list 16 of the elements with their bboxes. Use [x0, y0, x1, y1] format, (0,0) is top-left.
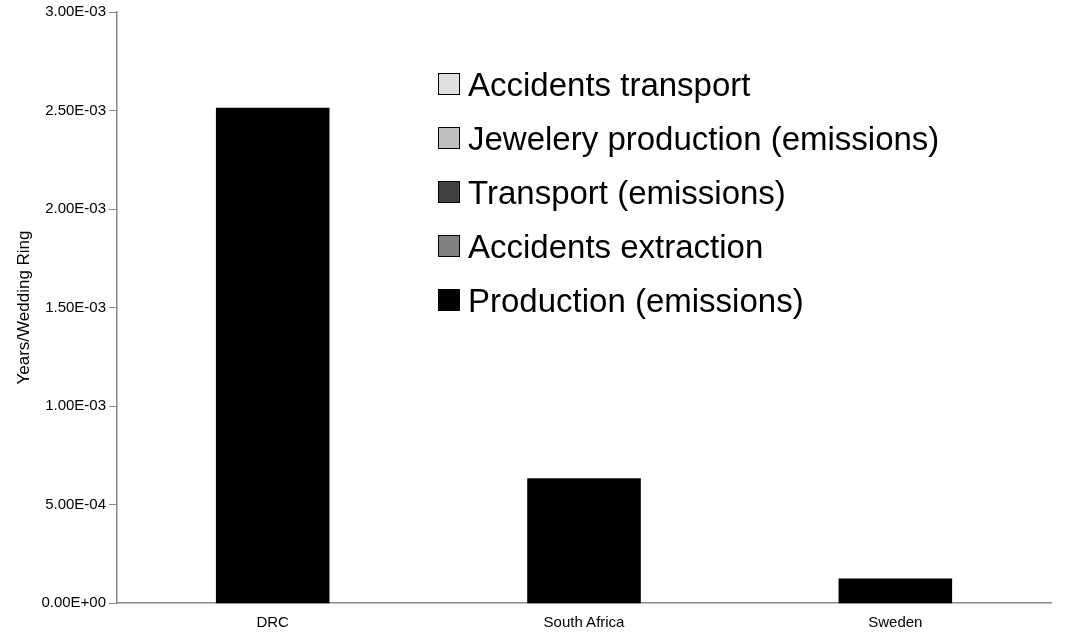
y-tick-label: 1.00E-03 [45, 396, 107, 414]
x-tick-label: South Africa [543, 613, 626, 631]
legend-label: Transport (emissions) [467, 173, 787, 213]
y-tick-label: 3.00E-03 [45, 2, 107, 20]
y-axis-title: Years/Wedding Ring [13, 230, 33, 385]
y-tick-label: 2.50E-03 [45, 100, 107, 118]
y-tick-label: 1.50E-03 [45, 297, 107, 315]
y-tick-label: 5.00E-04 [45, 494, 107, 512]
legend-label: Jewelery production (emissions) [467, 119, 940, 159]
legend-label: Accidents transport [467, 65, 752, 105]
y-tick-label: 0.00E+00 [41, 593, 107, 611]
x-tick-label: DRC [256, 613, 290, 631]
x-tick-label: Sweden [868, 613, 923, 631]
y-tick-label: 2.00E-03 [45, 199, 107, 217]
legend-label: Accidents extraction [467, 227, 765, 267]
legend-label: Production (emissions) [467, 281, 805, 321]
